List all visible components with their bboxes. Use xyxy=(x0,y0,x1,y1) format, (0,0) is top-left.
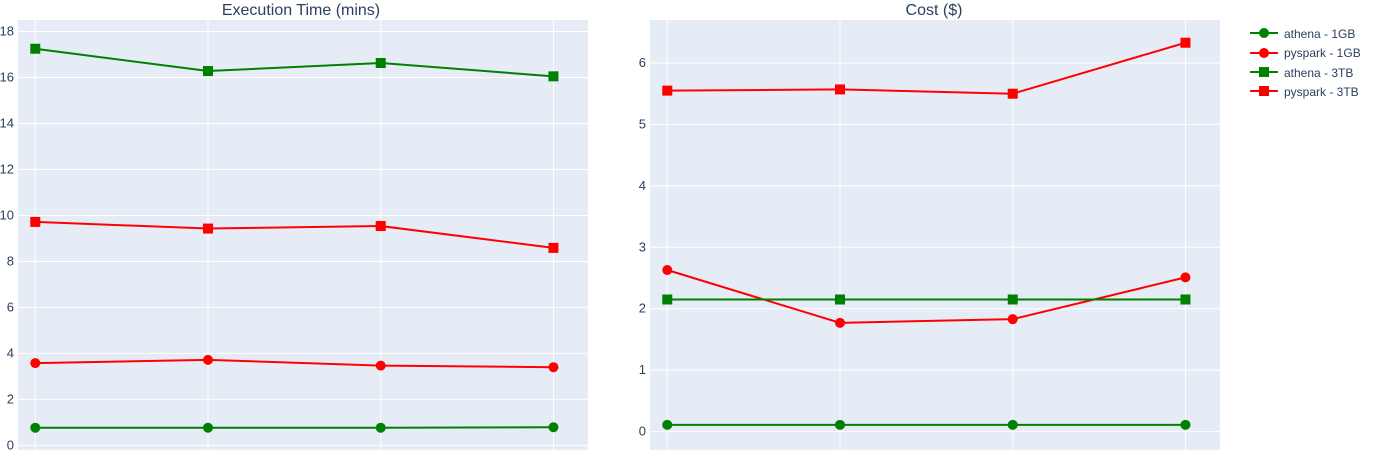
data-point[interactable] xyxy=(548,422,559,433)
plot-area[interactable] xyxy=(18,20,588,450)
data-point[interactable] xyxy=(375,360,386,371)
legend-item-athena-3tb[interactable]: athena - 3TB xyxy=(1250,66,1353,80)
legend-marker xyxy=(1259,67,1269,77)
data-point[interactable] xyxy=(835,84,845,95)
plot-area[interactable] xyxy=(650,20,1220,450)
cost-title: Cost ($) xyxy=(906,2,963,19)
data-point[interactable] xyxy=(835,317,845,328)
data-point[interactable] xyxy=(203,66,213,77)
data-point[interactable] xyxy=(1007,88,1018,99)
legend-marker xyxy=(1259,28,1269,38)
y-tick-label: 14 xyxy=(0,115,14,130)
data-point[interactable] xyxy=(548,362,559,373)
series-line[interactable] xyxy=(666,269,1186,324)
legend-marker xyxy=(1259,48,1269,58)
legend[interactable]: athena - 1GB pyspark - 1GB athena - 3TB … xyxy=(1250,27,1361,99)
data-point[interactable] xyxy=(30,422,41,433)
data-point[interactable] xyxy=(548,242,559,253)
data-point[interactable] xyxy=(662,419,673,430)
series-line[interactable] xyxy=(667,41,1186,95)
data-point[interactable] xyxy=(1007,314,1018,325)
legend-item-athena-1gb[interactable]: athena - 1GB xyxy=(1250,27,1355,41)
data-point[interactable] xyxy=(1180,37,1191,48)
y-tick-label: 4 xyxy=(639,178,646,193)
data-point[interactable] xyxy=(1007,294,1018,305)
data-point[interactable] xyxy=(662,294,673,305)
data-point[interactable] xyxy=(1007,419,1018,430)
y-tick-label: 2 xyxy=(7,391,14,406)
cost-panel: 0 1 2 3 4 5 6 Cost ($) xyxy=(639,2,1220,450)
data-point[interactable] xyxy=(30,358,41,369)
data-point[interactable] xyxy=(662,265,673,276)
y-tick-label: 16 xyxy=(0,69,14,84)
y-tick-label: 8 xyxy=(7,253,14,268)
data-point[interactable] xyxy=(375,221,386,232)
data-point[interactable] xyxy=(1180,419,1191,430)
legend-marker xyxy=(1259,86,1269,96)
y-tick-label: 10 xyxy=(0,207,14,222)
y-tick-label: 2 xyxy=(639,301,646,316)
legend-label: athena - 3TB xyxy=(1284,66,1353,80)
data-point[interactable] xyxy=(835,294,845,305)
y-tick-label: 4 xyxy=(7,345,14,360)
series-line[interactable] xyxy=(35,358,554,369)
legend-item-pyspark-1gb[interactable]: pyspark - 1GB xyxy=(1250,46,1361,60)
data-point[interactable] xyxy=(30,43,41,54)
data-point[interactable] xyxy=(30,216,41,227)
y-tick-label: 0 xyxy=(7,437,14,450)
data-point[interactable] xyxy=(1180,272,1191,283)
data-point[interactable] xyxy=(662,85,673,96)
y-tick-label: 12 xyxy=(0,161,14,176)
data-point[interactable] xyxy=(203,422,213,433)
execution-time-panel: 0 2 4 6 8 10 12 14 16 18 Execution Time (mins) xyxy=(0,2,588,450)
y-tick-label: 6 xyxy=(639,55,646,70)
execution-time-title: Execution Time (mins) xyxy=(222,2,380,19)
data-point[interactable] xyxy=(548,71,559,82)
legend-item-pyspark-3tb[interactable]: pyspark - 3TB xyxy=(1250,85,1359,99)
y-tick-label: 0 xyxy=(639,424,646,439)
legend-label: pyspark - 3TB xyxy=(1284,85,1359,99)
data-point[interactable] xyxy=(203,354,213,365)
data-point[interactable] xyxy=(1180,294,1191,305)
legend-label: pyspark - 1GB xyxy=(1284,46,1361,60)
data-point[interactable] xyxy=(835,419,845,430)
series-line[interactable] xyxy=(35,47,554,78)
legend-label: athena - 1GB xyxy=(1284,27,1355,41)
y-tick-label: 6 xyxy=(7,299,14,314)
series-line[interactable] xyxy=(35,220,554,249)
data-point[interactable] xyxy=(203,223,213,234)
y-tick-label: 1 xyxy=(639,362,646,377)
y-tick-label: 18 xyxy=(0,23,14,38)
y-tick-label: 3 xyxy=(639,239,646,254)
data-point[interactable] xyxy=(375,58,386,68)
y-tick-label: 5 xyxy=(639,116,646,131)
data-point[interactable] xyxy=(375,422,386,433)
